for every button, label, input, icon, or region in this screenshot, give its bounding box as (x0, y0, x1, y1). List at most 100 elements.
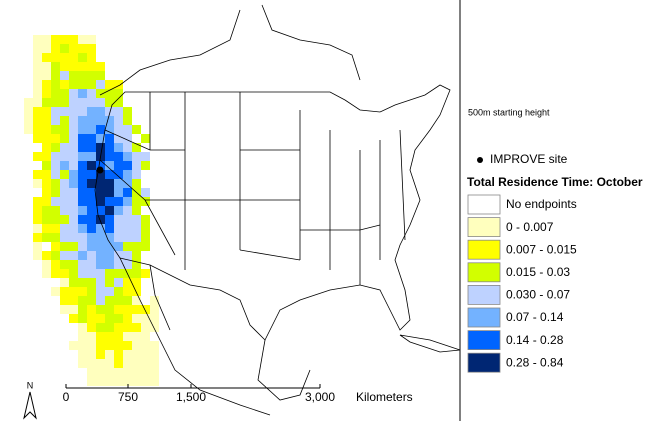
grid-cell (96, 296, 105, 305)
grid-cell (150, 305, 159, 314)
grid-cell (33, 35, 42, 44)
grid-cell (123, 296, 132, 305)
grid-cell (87, 197, 96, 206)
grid-cell (123, 377, 132, 386)
grid-cell (60, 80, 69, 89)
grid-cell (114, 89, 123, 98)
grid-cell (69, 170, 78, 179)
us-outline (94, 84, 451, 341)
grid-cell (123, 170, 132, 179)
grid-cell (114, 314, 123, 323)
grid-cell (69, 296, 78, 305)
grid-cell (96, 116, 105, 125)
grid-cell (87, 224, 96, 233)
grid-cell (69, 179, 78, 188)
grid-cell (69, 80, 78, 89)
grid-cell (78, 80, 87, 89)
grid-cell (87, 161, 96, 170)
grid-cell (60, 206, 69, 215)
grid-cell (123, 179, 132, 188)
grid-cell (69, 134, 78, 143)
grid-cell (123, 116, 132, 125)
grid-cell (87, 53, 96, 62)
grid-cell (105, 341, 114, 350)
legend-label: 0 - 0.007 (506, 220, 554, 234)
grid-cell (114, 116, 123, 125)
north-arrow-shape (23, 391, 37, 420)
grid-cell (141, 242, 150, 251)
grid-cell (87, 314, 96, 323)
grid-cell (78, 332, 87, 341)
grid-cell (60, 143, 69, 152)
grid-cell (96, 215, 105, 224)
grid-cell (96, 350, 105, 359)
legend-label: 0.030 - 0.07 (506, 288, 570, 302)
grid-cell (51, 125, 60, 134)
grid-cell (51, 251, 60, 260)
legend: No endpoints 0 - 0.007 0.007 - 0.015 0.015 … (467, 194, 577, 373)
grid-cell (51, 233, 60, 242)
grid-cell (96, 260, 105, 269)
grid-cell (78, 143, 87, 152)
grid-cell (105, 179, 114, 188)
grid-cell (96, 233, 105, 242)
grid-cell (123, 107, 132, 116)
grid-cell (33, 224, 42, 233)
grid-cell (60, 188, 69, 197)
grid-cell (24, 116, 33, 125)
grid-cell (87, 287, 96, 296)
grid-cell (42, 188, 51, 197)
grid-cell (123, 224, 132, 233)
grid-cell (60, 53, 69, 62)
grid-cell (132, 341, 141, 350)
grid-cell (114, 242, 123, 251)
grid-cell (123, 251, 132, 260)
grid-cell (87, 62, 96, 71)
grid-cell (78, 179, 87, 188)
grid-cell (150, 368, 159, 377)
grid-cell (69, 35, 78, 44)
grid-cell (123, 359, 132, 368)
grid-cell (96, 98, 105, 107)
grid-cell (60, 197, 69, 206)
grid-cell (87, 71, 96, 80)
grid-cell (87, 125, 96, 134)
grid-cell (96, 197, 105, 206)
grid-cell (60, 269, 69, 278)
grid-cell (96, 323, 105, 332)
grid-cell (105, 323, 114, 332)
grid-cell (105, 152, 114, 161)
grid-cell (69, 233, 78, 242)
grid-cell (69, 224, 78, 233)
north-arrow: N (23, 380, 37, 420)
grid-cell (51, 89, 60, 98)
grid-cell (60, 44, 69, 53)
grid-cell (42, 98, 51, 107)
grid-cell (114, 332, 123, 341)
grid-cell (78, 107, 87, 116)
grid-cell (69, 89, 78, 98)
grid-cell (33, 53, 42, 62)
grid-cell (51, 242, 60, 251)
grid-cell (114, 341, 123, 350)
grid-cell (78, 251, 87, 260)
grid-cell (96, 377, 105, 386)
grid-cell (132, 251, 141, 260)
grid-cell (141, 350, 150, 359)
grid-cell (24, 107, 33, 116)
grid-cell (105, 224, 114, 233)
legend-swatch (467, 217, 501, 238)
grid-cell (78, 62, 87, 71)
grid-cell (51, 152, 60, 161)
grid-cell (60, 242, 69, 251)
grid-cell (114, 368, 123, 377)
grid-cell (132, 233, 141, 242)
grid-cell (78, 89, 87, 98)
grid-cell (87, 134, 96, 143)
grid-cell (42, 152, 51, 161)
grid-cell (105, 80, 114, 89)
grid-cell (87, 206, 96, 215)
grid-cell (69, 98, 78, 107)
grid-cell (123, 206, 132, 215)
grid-cell (51, 62, 60, 71)
